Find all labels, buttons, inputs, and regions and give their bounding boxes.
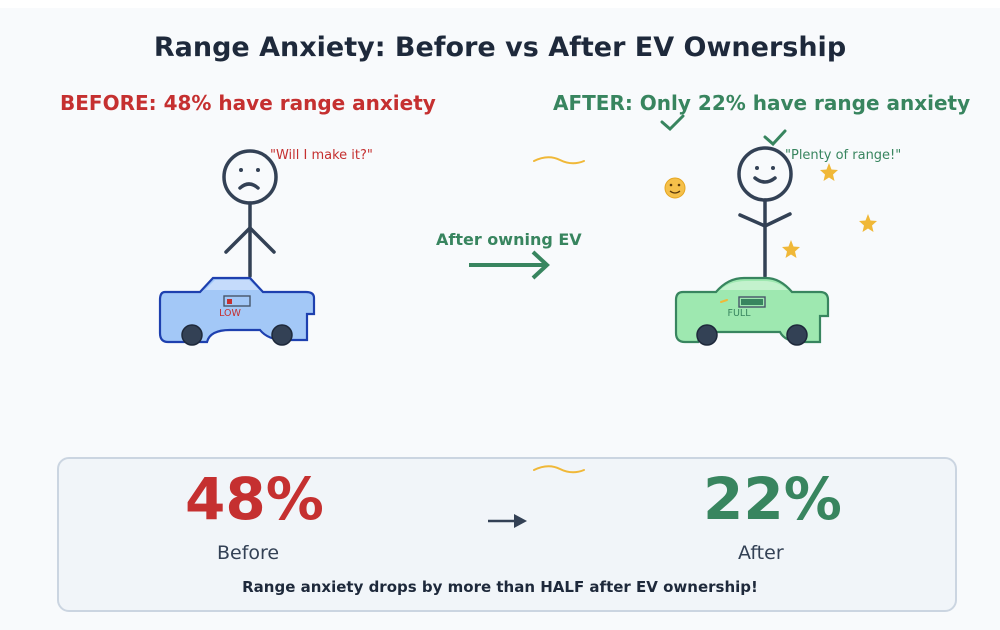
- stats-panel: [57, 457, 957, 612]
- transition-label: After owning EV: [436, 230, 582, 249]
- arrow-right-icon: [469, 250, 550, 280]
- after-quote: "Plenty of range!": [785, 148, 902, 163]
- star-icon: [782, 240, 800, 258]
- squiggle-icon: [533, 156, 585, 165]
- battery-label-low: LOW: [219, 308, 241, 319]
- page-title: Range Anxiety: Before vs After EV Owners…: [153, 32, 847, 63]
- smiley-icon: [664, 177, 686, 199]
- after-heading: AFTER: Only 22% have range anxiety: [553, 91, 971, 115]
- car-before-icon: [158, 276, 316, 346]
- happy-stick-figure: [737, 146, 793, 278]
- stat-before-value: 48%: [185, 465, 324, 533]
- stat-after-label: After: [738, 542, 784, 564]
- car-after-icon: [674, 276, 830, 346]
- squiggle-icon: [533, 465, 585, 474]
- battery-label-full: FULL: [727, 308, 751, 319]
- before-quote: "Will I make it?": [270, 148, 373, 163]
- stat-before-label: Before: [217, 542, 280, 564]
- star-icon: [859, 214, 877, 232]
- summary-text: Range anxiety drops by more than HALF af…: [242, 578, 758, 596]
- star-icon: [820, 163, 838, 181]
- checkmark-icon: [763, 129, 787, 147]
- stat-after-value: 22%: [703, 465, 842, 533]
- stats-arrow-icon: [488, 514, 527, 528]
- sad-stick-figure: [222, 149, 278, 278]
- before-heading: BEFORE: 48% have range anxiety: [60, 91, 436, 115]
- checkmark-icon: [660, 114, 685, 132]
